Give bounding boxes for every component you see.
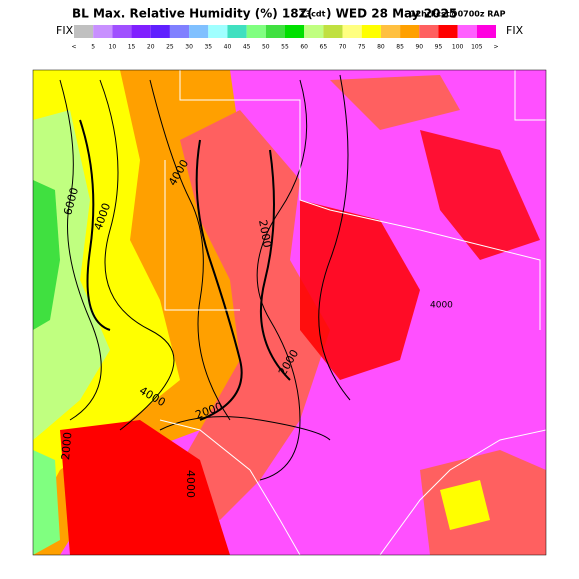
colorbar-label: 40 (224, 44, 232, 51)
contour-label: 2000 (256, 219, 274, 249)
colorbar-label: 50 (262, 44, 270, 51)
colorbar-box (419, 25, 439, 38)
title-small: 12hrFcst@0700z RAP (410, 10, 506, 19)
colorbar-box (400, 25, 420, 38)
colorbar-label: 70 (339, 44, 347, 51)
colorbar-box (304, 25, 324, 38)
colorbar-box (323, 25, 343, 38)
colorbar-box (361, 25, 381, 38)
colorbar-label: 5 (91, 44, 95, 51)
colorbar-label: 80 (377, 44, 385, 51)
title: ) WED 28 May 2025 (326, 7, 457, 21)
colorbar-label: 20 (147, 44, 155, 51)
colorbar-label: 35 (204, 44, 212, 51)
colorbar-label: 25 (166, 44, 174, 51)
colorbar-box (246, 25, 266, 38)
colorbar-label: 30 (185, 44, 193, 51)
colorbar-box (265, 25, 285, 38)
colorbar-label: 65 (320, 44, 328, 51)
field (33, 180, 60, 330)
colorbar-label: 10 (109, 44, 117, 51)
colorbar: <5 10 15 20 25 30 35 40 45 50 55 60 65 70 75 80 85 90 95 10… (71, 25, 499, 51)
colorbar-box (93, 25, 113, 38)
colorbar-label: 95 (435, 44, 443, 51)
colorbar-box (285, 25, 305, 38)
colorbar-box (476, 25, 496, 38)
colorbar-box (169, 25, 190, 38)
field (440, 480, 490, 530)
field (160, 110, 330, 520)
colorbar-box (342, 25, 362, 38)
contours (59, 74, 351, 481)
colorbar-box (208, 25, 228, 38)
colorbar-box (112, 25, 132, 38)
colorbar-box (380, 25, 401, 38)
map: 4000 4000 6000 2000 2000 4000 2000 2000 … (32, 69, 547, 556)
fix-label: FIX (56, 24, 74, 37)
colorbar-label: 15 (128, 44, 136, 51)
colorbar-label: 90 (415, 44, 423, 51)
map-frame (32, 69, 547, 556)
colorbar-box (189, 25, 209, 38)
field (420, 130, 540, 260)
contours-bold (79, 119, 291, 421)
field (330, 75, 460, 130)
colorbar-box (227, 25, 247, 38)
contour-label: 2000 (59, 431, 74, 460)
contour-label: 4000 (430, 301, 453, 311)
colorbar-label: > (493, 44, 498, 51)
field (33, 450, 60, 555)
field (300, 200, 420, 380)
colorbar-box (74, 25, 94, 38)
colorbar-box (150, 25, 170, 38)
colorbar-label: 75 (358, 44, 366, 51)
colorbar-label: 55 (281, 44, 289, 51)
colorbar-label: 100 (452, 44, 464, 51)
colorbar-box (438, 25, 458, 38)
colorbar-box (131, 25, 151, 38)
colorbar-box (457, 25, 477, 38)
colorbar-label: 60 (300, 44, 308, 51)
title-small: 13cdt (300, 10, 326, 19)
colorbar-label: 105 (471, 44, 483, 51)
field (60, 420, 230, 555)
fix-label: FIX (506, 24, 524, 37)
colorbar-label: < (71, 44, 76, 51)
colorbar-label: 45 (243, 44, 251, 51)
title: BL Max. Relative Humidity (%) 18Z( (72, 7, 313, 21)
colorbar-label: 85 (396, 44, 404, 51)
contour-label: 4000 (184, 470, 197, 498)
state-borders (159, 70, 546, 555)
